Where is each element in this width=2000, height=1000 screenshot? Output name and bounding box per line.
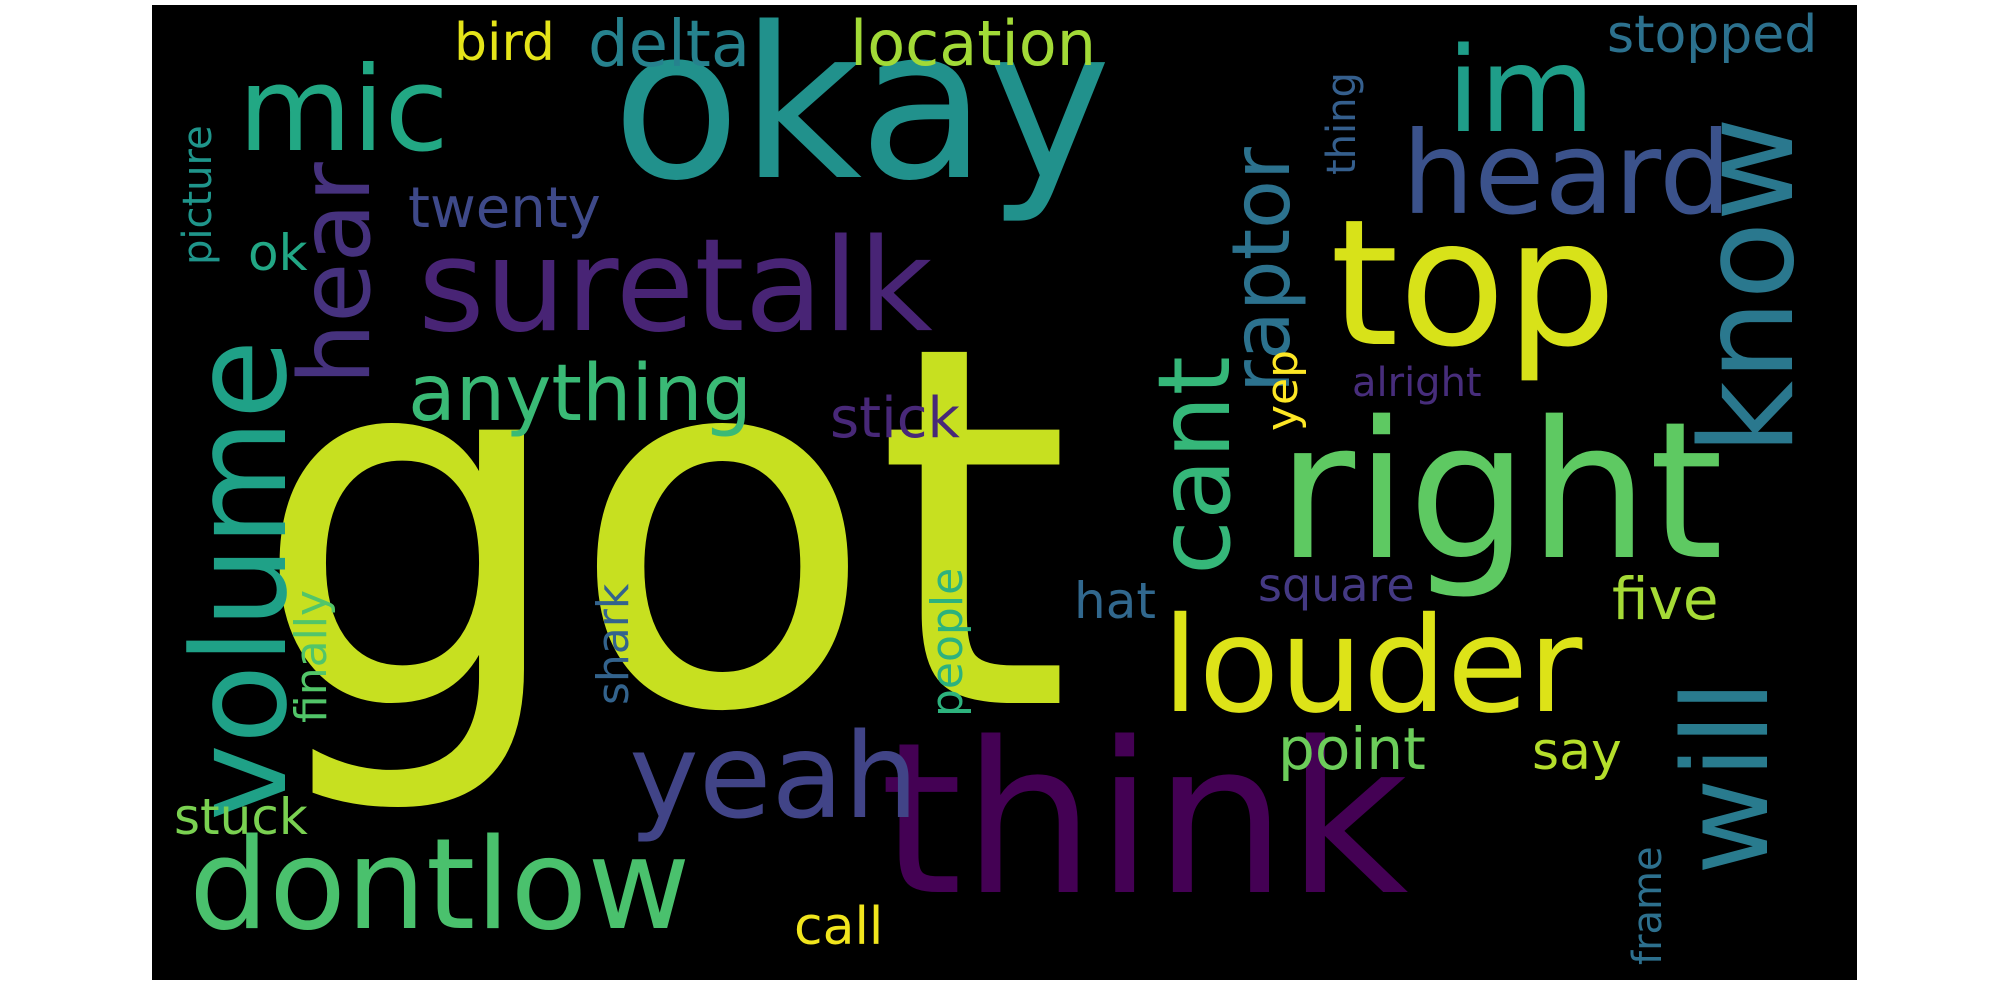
word-twenty: twenty	[408, 176, 601, 241]
word-top: top	[1330, 183, 1617, 386]
word-im: im	[1447, 21, 1595, 159]
word-square: square	[1258, 558, 1415, 612]
word-hat: hat	[1074, 572, 1156, 630]
word-mic: mic	[238, 41, 449, 178]
word-five: five	[1612, 565, 1719, 633]
word-ok: ok	[248, 224, 308, 282]
word-finally: finally	[286, 589, 337, 723]
word-right: right	[1277, 381, 1724, 602]
word-shark: shark	[588, 583, 639, 705]
word-got: got	[252, 239, 1072, 821]
word-cloud: got think okay right top suretalk dontlo…	[152, 5, 1857, 980]
word-anything: anything	[408, 349, 753, 439]
word-dontlow: dontlow	[189, 811, 691, 958]
word-yeah: yeah	[629, 707, 919, 845]
word-thing: thing	[1319, 72, 1365, 175]
word-heard: heard	[1402, 107, 1732, 240]
word-volume: volume	[164, 339, 316, 821]
word-point: point	[1278, 715, 1426, 783]
word-picture: picture	[175, 125, 221, 265]
word-say: say	[1532, 722, 1622, 782]
word-call: call	[794, 897, 884, 957]
word-alright: alright	[1352, 360, 1482, 406]
word-stopped: stopped	[1607, 5, 1818, 65]
word-bird: bird	[454, 13, 555, 73]
word-stuck: stuck	[174, 788, 308, 846]
word-location: location	[850, 7, 1097, 80]
word-stick: stick	[830, 386, 960, 451]
word-frame: frame	[1625, 846, 1671, 965]
word-think: think	[880, 697, 1409, 942]
word-yep: yep	[1257, 349, 1308, 431]
word-will: will	[1657, 680, 1795, 875]
word-suretalk: suretalk	[418, 212, 933, 361]
word-people: people	[922, 567, 973, 717]
word-louder: louder	[1162, 589, 1583, 743]
word-okay: okay	[612, 5, 1112, 227]
word-delta: delta	[588, 8, 751, 82]
